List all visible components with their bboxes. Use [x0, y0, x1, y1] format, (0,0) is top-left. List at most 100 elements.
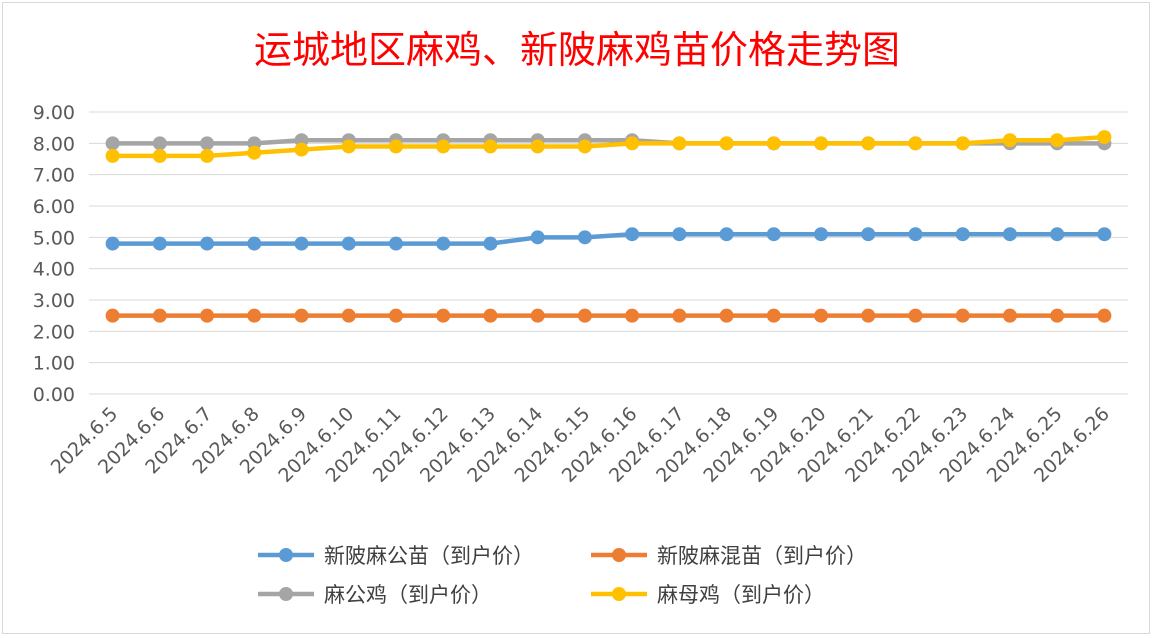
data-point: [814, 227, 829, 242]
data-point: [625, 136, 640, 151]
data-point: [294, 236, 309, 251]
data-point: [483, 236, 498, 251]
data-point: [105, 148, 120, 163]
data-point: [672, 136, 687, 151]
y-tick-label: 0.00: [33, 384, 75, 406]
data-point: [436, 139, 451, 154]
data-point: [955, 227, 970, 242]
y-tick-label: 2.00: [33, 321, 75, 343]
data-point: [861, 227, 876, 242]
legend-label: 麻母鸡（到户价）: [657, 583, 825, 607]
y-tick-label: 7.00: [33, 165, 75, 187]
data-point: [105, 136, 120, 151]
data-point: [766, 227, 781, 242]
data-point: [1050, 133, 1065, 148]
y-tick-label: 9.00: [33, 102, 75, 124]
data-point: [814, 308, 829, 323]
data-point: [577, 139, 592, 154]
data-point: [200, 136, 215, 151]
data-point: [1002, 133, 1017, 148]
legend-label: 麻公鸡（到户价）: [324, 583, 492, 607]
data-point: [530, 308, 545, 323]
data-point: [1050, 308, 1065, 323]
legend: 新陂麻公苗（到户价） 新陂麻混苗（到户价） 麻公鸡（到户价） 麻母鸡（到户价）: [258, 544, 867, 607]
data-point: [1002, 227, 1017, 242]
y-tick-label: 3.00: [33, 290, 75, 312]
line-chart: 运城地区麻鸡、新陂麻鸡苗价格走势图 0.00 1.00 2.00 3.00 4.00 5.…: [33, 28, 1128, 607]
y-tick-label: 4.00: [33, 259, 75, 281]
data-point: [341, 308, 356, 323]
data-point: [719, 136, 734, 151]
data-point: [388, 308, 403, 323]
legend-swatch-marker: [612, 548, 626, 562]
series-3: [105, 130, 1112, 163]
chart-title: 运城地区麻鸡、新陂麻鸡苗价格走势图: [254, 28, 900, 72]
data-point: [152, 236, 167, 251]
data-point: [200, 236, 215, 251]
legend-item: 麻公鸡（到户价）: [258, 583, 492, 607]
y-axis-ticks: 0.00 1.00 2.00 3.00 4.00 5.00 6.00 7.00 8.00 9.00: [33, 102, 75, 406]
data-point: [436, 308, 451, 323]
data-point: [530, 139, 545, 154]
data-point: [766, 136, 781, 151]
y-tick-label: 5.00: [33, 227, 75, 249]
data-point: [625, 227, 640, 242]
data-point: [766, 308, 781, 323]
legend-item: 麻母鸡（到户价）: [591, 583, 825, 607]
data-point: [200, 148, 215, 163]
series-lines: [105, 130, 1112, 323]
data-point: [908, 227, 923, 242]
legend-label: 新陂麻混苗（到户价）: [657, 544, 867, 568]
data-point: [1050, 227, 1065, 242]
data-point: [908, 308, 923, 323]
series-1: [105, 308, 1112, 323]
data-point: [247, 236, 262, 251]
data-point: [577, 230, 592, 245]
data-point: [200, 308, 215, 323]
data-point: [1097, 130, 1112, 145]
data-point: [483, 139, 498, 154]
legend-swatch-marker: [279, 587, 293, 601]
data-point: [719, 227, 734, 242]
data-point: [294, 142, 309, 157]
data-point: [908, 136, 923, 151]
data-point: [719, 308, 734, 323]
data-point: [577, 308, 592, 323]
data-point: [247, 145, 262, 160]
legend-item: 新陂麻公苗（到户价）: [258, 544, 534, 568]
data-point: [436, 236, 451, 251]
data-point: [955, 308, 970, 323]
series-line: [112, 231, 1105, 246]
data-point: [814, 136, 829, 151]
data-point: [341, 236, 356, 251]
data-point: [152, 308, 167, 323]
legend-item: 新陂麻混苗（到户价）: [591, 544, 867, 568]
data-point: [530, 230, 545, 245]
data-point: [861, 308, 876, 323]
y-tick-label: 6.00: [33, 196, 75, 218]
data-point: [1097, 308, 1112, 323]
y-tick-label: 1.00: [33, 353, 75, 375]
legend-swatch-marker: [612, 587, 626, 601]
data-point: [672, 308, 687, 323]
legend-swatch-marker: [279, 548, 293, 562]
data-point: [861, 136, 876, 151]
data-point: [388, 236, 403, 251]
data-point: [341, 139, 356, 154]
data-point: [152, 136, 167, 151]
x-axis-ticks: 2024.6.52024.6.62024.6.72024.6.82024.6.9…: [47, 403, 1114, 487]
series-line: [112, 134, 1105, 159]
data-point: [105, 236, 120, 251]
data-point: [388, 139, 403, 154]
data-point: [1002, 308, 1017, 323]
y-tick-label: 8.00: [33, 133, 75, 155]
data-point: [1097, 227, 1112, 242]
series-0: [105, 227, 1112, 251]
legend-label: 新陂麻公苗（到户价）: [324, 544, 534, 568]
data-point: [955, 136, 970, 151]
data-point: [625, 308, 640, 323]
data-point: [294, 308, 309, 323]
data-point: [483, 308, 498, 323]
data-point: [672, 227, 687, 242]
